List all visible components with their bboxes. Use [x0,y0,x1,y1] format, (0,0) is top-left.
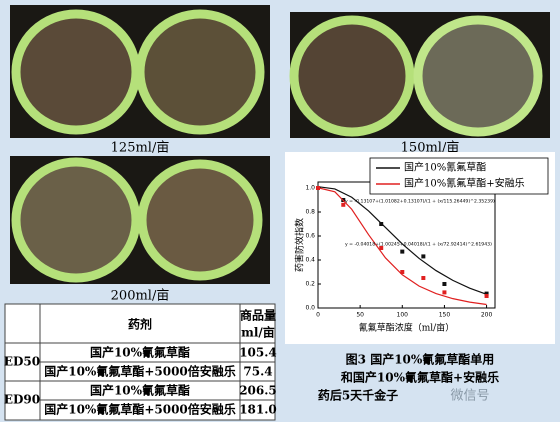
data-point [316,186,320,190]
x-tick-label: 150 [439,312,451,319]
amount: 206.5 [239,384,277,398]
photo-150 [289,12,550,138]
data-point [421,276,426,280]
y-tick-label: 0.4 [305,257,315,264]
y-axis-label: 药害防效指数 [294,218,306,272]
data-point [484,291,489,296]
drug: 国产10%氰氟草酯 [90,383,190,398]
legend-box [369,157,549,195]
caption: 125ml/亩 [111,140,170,156]
y-tick-label: 0.8 [305,209,315,216]
y-tick-label: 1.0 [305,185,315,192]
equation: y = -0.04018+(1.00245+0.04018)/(1 + (x/7… [345,242,492,248]
x-tick-label: 200 [481,312,493,319]
data-point [442,282,447,286]
caption: 200ml/亩 [111,288,170,304]
y-tick-label: 0.2 [305,281,315,288]
data-point [341,202,346,207]
figure-caption: 图3 国产10%氰氟草酯单用 [346,352,495,367]
legend-label: 国产10%氰氟草酯 [404,161,486,174]
table: 药剂 商品量 ml/亩 ED50 国产10%氰氟草酯 105.4 国产10%氰氟… [4,303,277,421]
amount: 75.4 [243,365,272,379]
watermark: 微信号 [450,389,489,404]
row-group: ED50 [4,355,40,369]
y-tick-label: 0.6 [305,233,315,240]
data-point [400,270,405,274]
equation: y = -0.13107+(1.01082+0.13107)/(1 + (x/1… [345,199,495,205]
table-header: 药剂 [128,317,152,332]
data-point [421,254,426,259]
drug: 国产10%氰氟草酯 [90,345,190,360]
row-group: ED90 [4,393,40,407]
figure-caption: 药后5天千金子 [318,388,398,403]
chart: 0.0 0.2 0.4 0.6 0.8 1.0 0 50 100 150 200 氰氟草酯浓度（ml/… [294,157,549,334]
photo-125 [10,5,270,138]
drug: 国产10%氰氟草酯+5000倍安融乐 [44,364,236,379]
data-point [442,290,447,295]
table-header: 商品量 [240,308,276,323]
data-point [484,294,489,298]
x-tick-label: 0 [316,312,320,319]
x-axis-label: 氰氟草酯浓度（ml/亩） [359,322,454,334]
amount: 105.4 [239,346,277,360]
legend-label: 国产10%氰氟草酯+安融乐 [404,177,525,190]
caption: 150ml/亩 [401,140,460,156]
table-header: ml/亩 [241,325,275,340]
fit-curve [317,186,487,295]
x-tick-label: 100 [397,312,409,319]
figure-caption: 和国产10%氰氟草酯+安融乐 [340,370,499,385]
x-tick-label: 50 [356,312,364,319]
y-tick-label: 0.0 [305,305,315,312]
data-point [379,222,384,226]
fit-curve [317,187,487,306]
data-point [379,246,384,250]
photo-200 [10,156,270,284]
amount: 181.0 [239,403,277,417]
data-point [400,249,405,254]
drug: 国产10%氰氟草酯+5000倍安融乐 [44,402,236,417]
